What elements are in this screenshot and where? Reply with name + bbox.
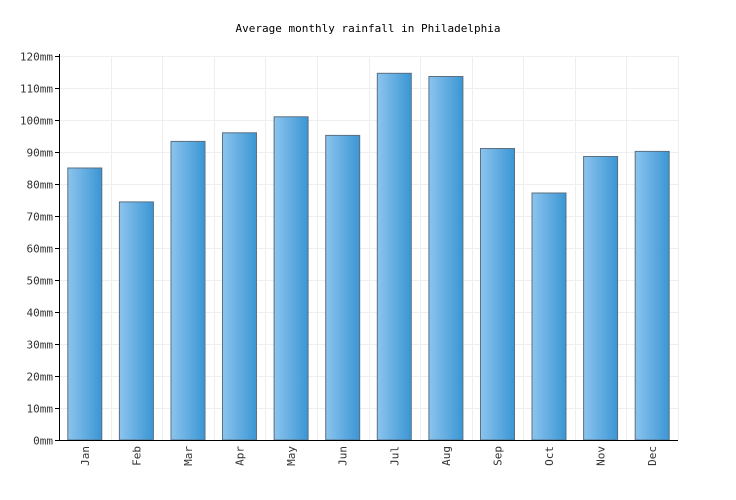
axes-layer	[55, 54, 678, 441]
y-tick-label: 120mm	[20, 51, 53, 64]
bar-sep	[480, 148, 515, 441]
y-tick-label: 90mm	[27, 147, 54, 160]
chart-title: Average monthly rainfall in Philadelphia	[236, 22, 501, 35]
x-tick-label: Jul	[388, 446, 401, 466]
y-tick-label: 40mm	[27, 307, 54, 320]
y-tick-label: 50mm	[27, 275, 54, 288]
x-tick-label: Mar	[182, 446, 195, 466]
x-tick-label: Jun	[337, 446, 350, 466]
x-tick-label: Dec	[646, 446, 659, 466]
x-tick-label: May	[285, 446, 298, 466]
bar-oct	[531, 192, 567, 441]
bar-jun	[325, 134, 361, 441]
y-tick-label: 70mm	[27, 211, 54, 224]
bar-jul	[376, 72, 412, 441]
y-tick-label: 110mm	[20, 83, 53, 96]
x-tick-label: Aug	[440, 446, 453, 466]
y-tick-label: 0mm	[33, 435, 53, 448]
bar-aug	[428, 76, 464, 441]
x-tick-label: Nov	[595, 446, 608, 466]
bar-dec	[634, 150, 670, 441]
x-tick-label: Oct	[543, 446, 556, 466]
bar-nov	[583, 156, 619, 441]
y-tick-label: 30mm	[27, 339, 54, 352]
bar-mar	[170, 140, 206, 441]
y-tick-labels: 0mm 10mm 20mm 30mm 40mm 50mm 60mm 70mm 80mm 90mm 1…	[20, 51, 53, 448]
y-tick-label: 100mm	[20, 115, 53, 128]
x-tick-label: Feb	[130, 446, 143, 466]
bar-feb	[118, 201, 154, 441]
bar-may	[273, 116, 309, 441]
x-tick-label: Apr	[234, 446, 247, 466]
y-tick-label: 60mm	[27, 243, 54, 256]
grid-layer	[59, 56, 679, 440]
x-tick-labels: Jan Feb Mar Apr May Jun Jul Aug Sep Oct Nov Dec	[79, 446, 659, 466]
y-tick-label: 10mm	[27, 403, 54, 416]
y-tick-label: 20mm	[27, 371, 54, 384]
bar-jan	[67, 167, 103, 441]
bar-apr	[222, 132, 257, 441]
x-tick-label: Jan	[79, 446, 92, 466]
x-tick-label: Sep	[491, 446, 504, 466]
y-tick-label: 80mm	[27, 179, 54, 192]
bars-layer	[67, 72, 670, 441]
